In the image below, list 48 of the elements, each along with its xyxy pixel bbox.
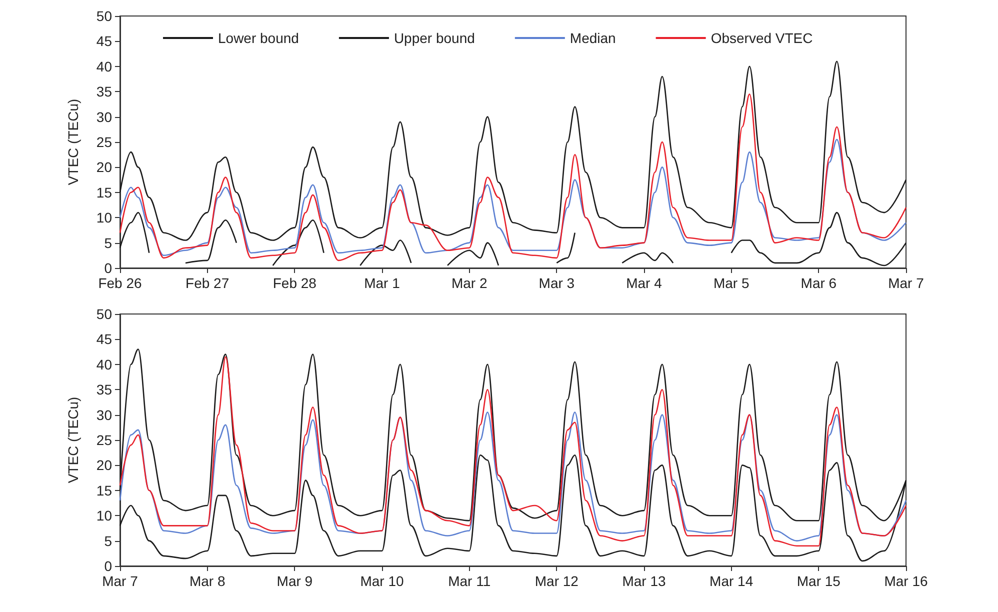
y-tick-label: 35	[96, 84, 112, 100]
x-tick-label: Mar 3	[538, 275, 575, 291]
x-tick-label: Mar 2	[451, 275, 488, 291]
x-tick-label: Mar 6	[800, 275, 837, 291]
y-tick-label: 40	[96, 356, 112, 372]
y-axis-title: VTEC (TECu)	[65, 396, 81, 484]
x-tick-label: Feb 28	[272, 275, 317, 291]
y-tick-label: 30	[96, 406, 112, 423]
legend-label: Upper bound	[394, 30, 475, 46]
y-tick-label: 20	[96, 159, 112, 176]
y-tick-label: 0	[104, 558, 112, 574]
legend-label: Observed VTEC	[710, 30, 813, 46]
x-tick-label: Mar 12	[534, 573, 579, 589]
y-tick-label: 50	[96, 306, 112, 322]
x-tick-label: Mar 1	[364, 275, 400, 291]
y-tick-label: 30	[96, 108, 112, 125]
y-tick-label: 15	[96, 184, 112, 200]
x-tick-label: Mar 11	[448, 573, 491, 589]
y-tick-label: 45	[96, 33, 112, 50]
x-tick-label: Mar 15	[796, 573, 841, 589]
x-tick-label: Mar 7	[888, 275, 924, 291]
legend-label: Lower bound	[218, 30, 299, 46]
legend-label: Median	[570, 30, 616, 46]
x-tick-label: Mar 13	[622, 573, 666, 589]
y-tick-label: 40	[96, 58, 112, 74]
y-tick-label: 20	[96, 457, 112, 474]
y-tick-label: 35	[96, 382, 112, 398]
y-tick-label: 15	[96, 482, 112, 498]
x-tick-label: Mar 7	[102, 573, 138, 589]
y-tick-label: 25	[96, 134, 112, 150]
y-tick-label: 50	[96, 8, 112, 24]
y-tick-label: 45	[96, 331, 112, 348]
y-tick-label: 10	[96, 210, 112, 226]
x-tick-label: Mar 5	[713, 275, 750, 291]
y-axis-title: VTEC (TECu)	[65, 98, 81, 186]
y-tick-label: 25	[96, 432, 112, 448]
y-tick-label: 10	[96, 508, 112, 524]
x-tick-label: Mar 16	[884, 573, 928, 589]
x-tick-label: Feb 27	[186, 275, 230, 291]
y-tick-label: 0	[104, 260, 112, 276]
x-tick-label: Mar 8	[189, 573, 226, 589]
y-tick-label: 5	[104, 234, 112, 251]
x-tick-label: Mar 9	[276, 573, 313, 589]
x-tick-label: Feb 26	[98, 275, 142, 291]
x-tick-label: Mar 4	[626, 275, 662, 291]
x-tick-label: Mar 10	[360, 573, 404, 589]
x-tick-label: Mar 14	[710, 573, 754, 589]
y-tick-label: 5	[104, 532, 112, 549]
